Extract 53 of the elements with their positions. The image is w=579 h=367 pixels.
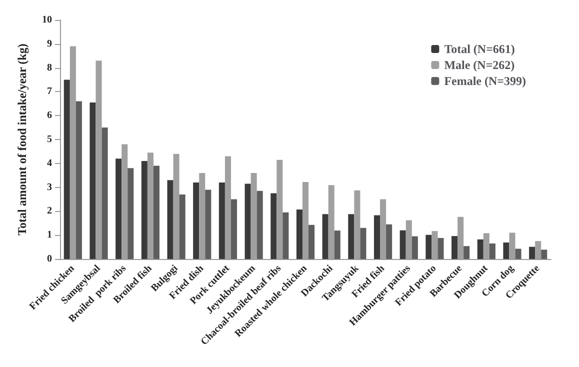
bar <box>426 234 432 259</box>
bar <box>153 166 160 259</box>
bar <box>167 180 174 259</box>
bar <box>90 102 96 259</box>
y-axis-title: Total amount of food intake/year (kg) <box>15 44 29 236</box>
bar <box>256 190 263 259</box>
y-tick-label: 2 <box>47 206 52 217</box>
legend-label: Total (N=661) <box>444 42 515 56</box>
y-tick-label: 5 <box>47 134 52 145</box>
bar <box>334 230 340 259</box>
bar <box>116 158 122 259</box>
bar <box>308 224 315 259</box>
legend-label: Female (N=399) <box>444 74 526 88</box>
bar <box>270 193 277 259</box>
bar <box>464 246 470 259</box>
y-tick-label: 8 <box>47 62 52 74</box>
bar <box>400 230 406 259</box>
y-tick-label: 4 <box>47 158 52 169</box>
y-tick-label: 0 <box>47 254 52 264</box>
bar <box>412 236 418 259</box>
bar <box>541 250 548 259</box>
bar <box>503 242 510 259</box>
bar <box>452 236 458 259</box>
y-tick-label: 9 <box>47 38 52 50</box>
bar <box>76 101 82 259</box>
bar <box>128 168 134 259</box>
bar <box>282 212 289 259</box>
y-tick-label: 1 <box>47 230 52 241</box>
legend-label: Male (N=262) <box>444 58 515 72</box>
bar <box>322 214 328 259</box>
bar <box>360 228 366 259</box>
bar <box>515 248 522 259</box>
bar <box>179 194 186 259</box>
bar <box>348 214 354 259</box>
bar <box>102 128 108 259</box>
y-tick-label: 7 <box>47 86 52 98</box>
y-tick-label: 6 <box>47 110 52 122</box>
bar <box>141 161 148 259</box>
bar <box>529 246 536 259</box>
y-tick-label: 3 <box>47 182 52 193</box>
bar <box>218 182 225 259</box>
bar <box>230 199 238 259</box>
bar <box>296 210 302 259</box>
bar <box>489 243 496 259</box>
bar <box>193 182 200 259</box>
y-tick-label: 10 <box>42 14 52 26</box>
bar <box>205 190 212 259</box>
bar <box>386 224 392 259</box>
bar <box>374 215 380 259</box>
bar <box>438 238 444 259</box>
bar <box>244 184 251 259</box>
bar <box>477 239 484 259</box>
bar <box>64 80 70 259</box>
